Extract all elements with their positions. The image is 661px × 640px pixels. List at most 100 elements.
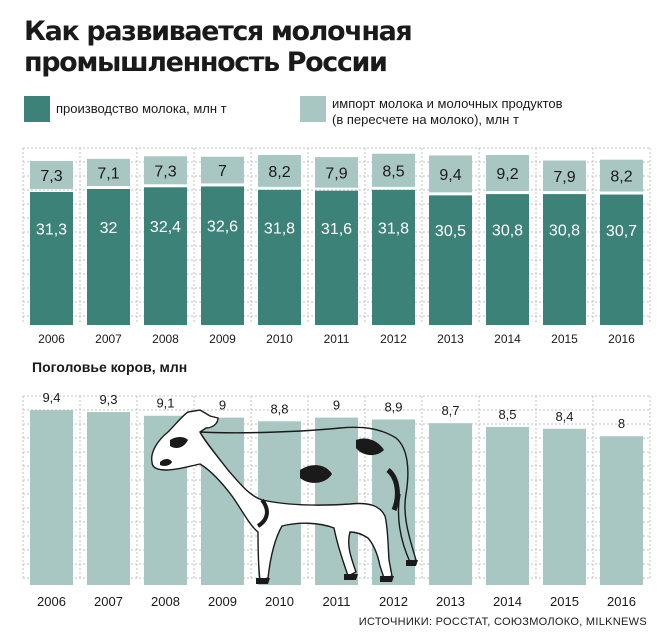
cows-bar-2014 [486,426,529,585]
cows-year-label: 2014 [493,594,522,609]
cows-year-label: 2007 [94,594,123,609]
cows-year-label: 2015 [550,594,579,609]
production-value-label: 30,5 [435,223,466,240]
production-bar-2007 [87,189,130,325]
import-bar-2006 [30,160,73,189]
production-value-label: 31,8 [378,220,409,237]
production-bar-2012 [372,189,415,325]
milk-year-label: 2011 [324,332,350,346]
production-value-label: 30,7 [606,223,637,240]
import-value-label: 7,9 [553,169,575,186]
import-value-label: 8,2 [610,169,632,186]
production-value-label: 31,6 [321,221,352,238]
import-value-label: 9,2 [496,166,518,183]
production-bar-2010 [258,189,301,325]
cows-bar-2015 [543,428,586,585]
legend-swatch-import [300,96,326,122]
cows-value-label: 9,1 [156,396,174,411]
cows-chart-title: Поголовье коров, млн [32,359,188,375]
milk-year-label: 2006 [38,332,65,346]
cows-value-label: 8 [618,416,625,431]
title-line-1: Как развивается молочная [24,16,413,47]
import-value-label: 8,5 [382,163,404,180]
cows-value-label: 8,9 [384,399,402,414]
cows-year-label: 2016 [607,594,636,609]
milk-chart-bars: 31,3 7,3 2006 32 7,1 2007 32,4 7,3 2008 32,6 7 2009… [30,153,643,346]
cows-bar-2007 [87,412,130,585]
cows-year-label: 2009 [208,594,237,609]
cows-value-label: 9,3 [99,392,117,407]
production-bar-2009 [201,186,244,325]
milk-year-label: 2015 [551,332,578,346]
production-bar-2008 [144,187,187,325]
import-bar-2013 [429,155,472,193]
cows-value-label: 9 [219,398,226,413]
import-bar-2014 [486,155,529,192]
cows-value-label: 8,5 [498,407,516,422]
import-value-label: 8,2 [268,164,290,181]
import-value-label: 7,9 [325,165,347,182]
legend-import: импорт молока и молочных продуктов (в пе… [300,96,563,128]
production-value-label: 30,8 [492,223,523,240]
legend-label-import-1: импорт молока и молочных продуктов [332,96,563,111]
production-value-label: 31,8 [264,220,295,237]
production-bar-2015 [543,194,586,325]
production-value-label: 32,6 [207,219,238,236]
milk-year-label: 2007 [95,332,122,346]
import-bar-2007 [87,158,130,186]
cows-bar-2006 [30,410,73,585]
production-bar-2006 [30,191,73,325]
milk-year-label: 2009 [209,332,236,346]
milk-year-label: 2010 [266,332,293,346]
import-bar-2015 [543,160,586,192]
production-value-label: 32 [100,220,118,237]
legend-label-import-2: (в пересчете на молоко), млн т [332,112,519,127]
production-value-label: 32,4 [150,219,181,236]
import-bar-2016 [600,159,643,192]
legend-swatch-production [24,96,50,122]
production-value-label: 30,8 [549,223,580,240]
production-bar-2014 [486,194,529,325]
page-title: Как развивается молочная промышленность … [24,16,413,78]
import-bar-2008 [144,156,187,185]
production-value-label: 31,3 [36,221,67,238]
milk-year-label: 2016 [608,332,635,346]
cows-year-label: 2006 [37,594,66,609]
import-bar-2010 [258,155,301,187]
import-bar-2009 [201,156,244,184]
import-value-label: 9,4 [439,167,461,184]
cows-year-label: 2013 [436,594,465,609]
import-value-label: 7,1 [97,165,119,182]
cows-year-label: 2008 [151,594,180,609]
legend-production: производство молока, млн т [24,96,227,122]
cows-value-label: 8,7 [441,403,459,418]
milk-year-label: 2008 [152,332,179,346]
production-bar-2011 [315,190,358,325]
cows-year-label: 2010 [265,594,294,609]
cows-chart-bars: 9,4 2006 9,3 2007 9,1 2008 9 2009 8,8 2010 9 2011 8,… [30,390,643,609]
import-value-label: 7 [218,163,227,180]
production-bar-2016 [600,194,643,325]
cows-value-label: 8,8 [270,401,288,416]
cows-bar-2016 [600,436,643,585]
milk-year-label: 2012 [380,332,407,346]
cows-bar-2013 [429,423,472,585]
cow-illustration [151,409,418,584]
milk-year-label: 2013 [437,332,464,346]
cows-year-label: 2012 [379,594,408,609]
cows-value-label: 8,4 [555,409,573,424]
import-value-label: 7,3 [154,163,176,180]
import-bar-2011 [315,157,358,188]
title-line-2: промышленность России [24,47,388,78]
source-note: ИСТОЧНИКИ: РОССТАТ, СОЮЗМОЛОКО, MILKNEWS [358,616,647,628]
production-bar-2013 [429,195,472,325]
cows-value-label: 9 [333,398,340,413]
legend-label-production: производство молока, млн т [56,101,227,116]
cows-value-label: 9,4 [42,390,60,405]
cows-year-label: 2011 [323,594,351,609]
import-value-label: 7,3 [40,168,62,185]
milk-year-label: 2014 [494,332,521,346]
import-bar-2012 [372,153,415,187]
